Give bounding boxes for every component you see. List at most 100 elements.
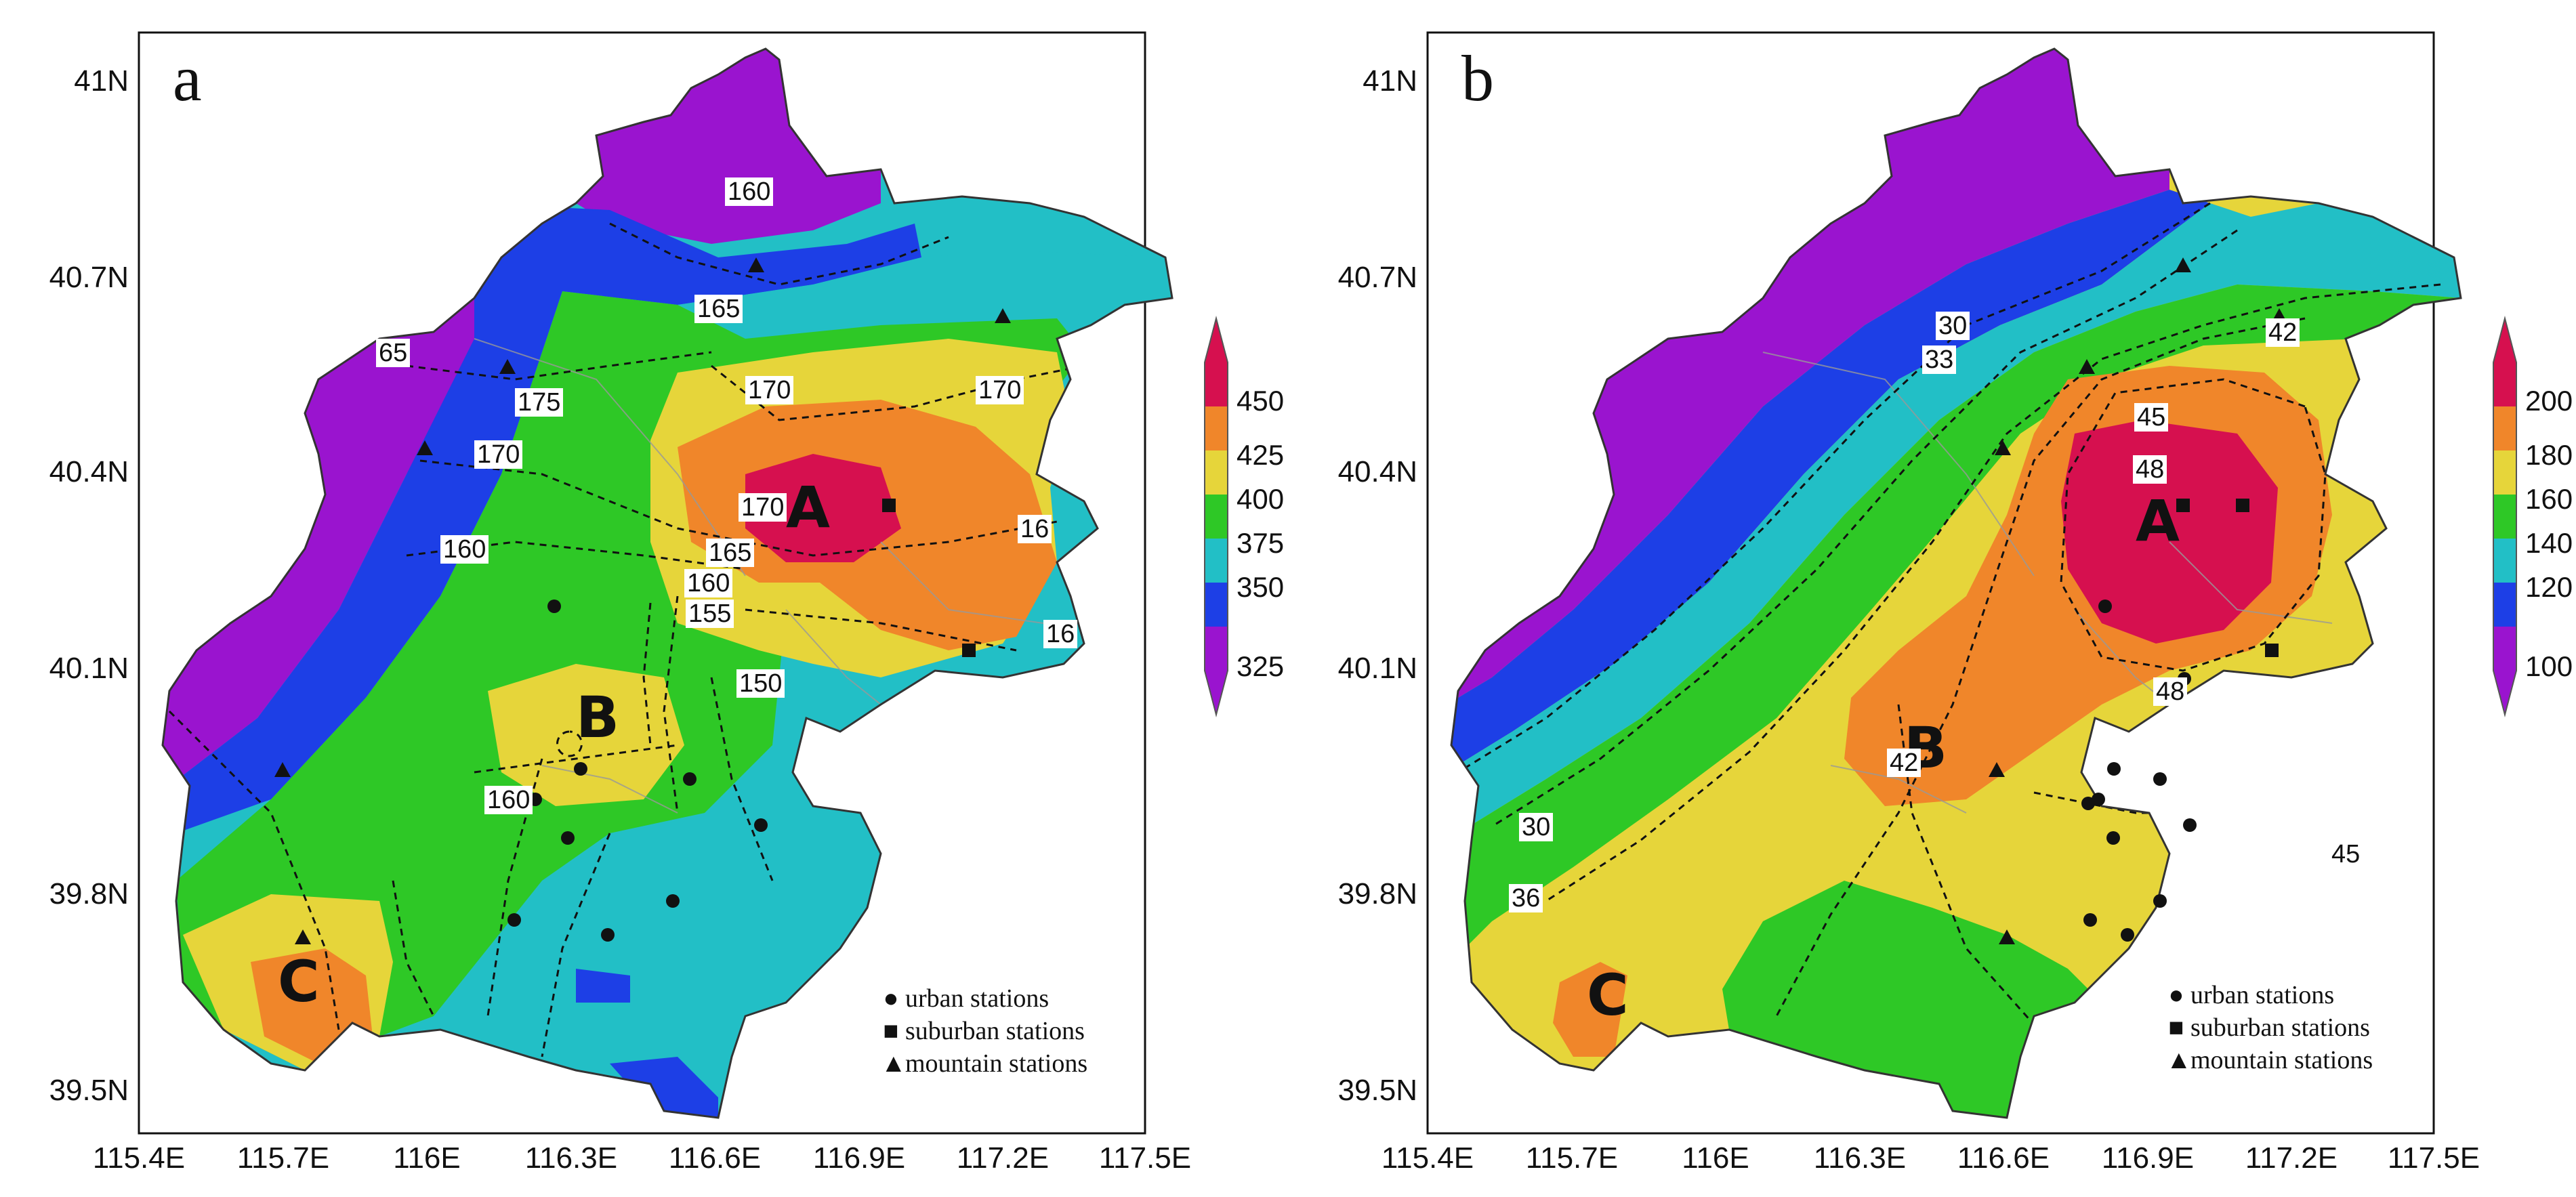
stations-b [1989,257,2287,944]
contour-label: 42 [1887,749,1921,777]
x-tick: 115.7E [236,1141,330,1175]
colorbar-label: 400 [1237,483,1285,515]
colorbar-label: 120 [2525,571,2573,603]
urban-station [2121,928,2134,942]
contour-label: 45 [2329,840,2363,868]
map-panel-b: 41N 40.7N 40.4N 40.1N 39.8N 39.5N 115.4E… [1289,0,2576,1197]
contour-label: 150 [736,669,785,698]
urban-station [2153,894,2167,908]
urban-legend-label: urban stations [2190,981,2335,1009]
y-tick-39-8n: 39.8N [1337,877,1417,910]
region-label-c: C [1587,962,1629,1028]
urban-station [2106,831,2120,845]
y-tick-39-8n: 39.8N [49,877,129,910]
y-tick-39-5n: 39.5N [49,1074,129,1107]
contour-label: 36 [1509,884,1543,912]
urban-station [2107,762,2121,776]
y-tick-39-5n: 39.5N [1337,1074,1417,1107]
contour-label: 48 [2133,455,2167,484]
mountain-legend-label: mountain stations [2190,1046,2373,1074]
urban-station [2098,600,2112,613]
colorbar-label: 350 [1237,571,1285,603]
urban-station [2183,818,2197,832]
contour-label: 155 [686,600,734,628]
urban-station [2092,793,2105,806]
suburban-legend-icon: ■ [2168,1013,2184,1042]
mountain-legend-icon: ▲ [881,1049,907,1078]
urban-station [507,913,521,927]
colorbar-label: 200 [2525,385,2573,417]
x-tick: 115.4E [1381,1141,1474,1175]
y-tick-40-4n: 40.4N [1337,455,1417,488]
suburban-station [2236,499,2249,512]
x-tick: 117.5E [2387,1141,2480,1175]
suburban-station [2265,644,2279,657]
mountain-station [1989,762,2005,777]
suburban-legend-label: suburban stations [2190,1013,2370,1042]
mountain-legend-icon: ▲ [2166,1046,2192,1074]
contour-label: 170 [739,493,787,522]
panel-letter: b [1461,42,1494,114]
urban-legend-icon: ● [2168,981,2184,1009]
x-tick: 116.9E [2101,1141,2195,1175]
contour-label: 160 [440,535,489,564]
mountain-station [2079,359,2095,374]
stations-a [274,257,1011,944]
region-label-a: A [2136,488,2180,554]
mountain-legend-label: mountain stations [905,1049,1088,1078]
region-label-a: A [786,474,831,541]
colorbar-b [2493,316,2517,717]
suburban-station [2176,499,2190,512]
station-legend-b: ● urban stations ■ suburban stations ▲ moun… [2166,979,2373,1076]
mountain-station [2175,257,2191,272]
colorbar-a [1204,316,1228,717]
contour-label: 160 [725,177,774,206]
contour-label: 30 [1519,813,1554,841]
urban-station [574,762,587,776]
plot-frame [138,31,1146,1135]
suburban-legend-icon: ■ [883,1017,899,1045]
mountain-station [499,359,516,374]
urban-station [2081,797,2095,810]
mountain-station [1999,929,2015,944]
contour-label: 170 [976,376,1024,404]
y-tick-40-7n: 40.7N [49,261,129,294]
x-tick: 116.6E [668,1141,762,1175]
x-tick: 115.4E [92,1141,186,1175]
contour-label: 16 [1043,620,1078,648]
urban-legend-icon: ● [883,984,899,1013]
contour-label: 65 [376,339,411,367]
suburban-station [962,644,976,657]
contour-label: 170 [474,440,523,469]
suburban-legend-label: suburban stations [905,1017,1085,1045]
colorbar-label: 325 [1237,650,1285,682]
y-tick-41n: 41N [1363,64,1417,98]
panel-letter: a [173,42,202,114]
mountain-station [274,762,291,777]
contour-label: 45 [2134,403,2169,432]
contour-label: 16 [1018,515,1052,543]
contour-label: 170 [745,376,794,404]
y-tick-40-1n: 40.1N [1337,652,1417,685]
urban-station [547,600,561,613]
colorbar-label: 180 [2525,439,2573,471]
mountain-station [748,257,764,272]
colorbar-label: 450 [1237,385,1285,417]
suburban-station [882,499,896,512]
urban-station [2083,913,2097,927]
colorbar-label: 140 [2525,527,2573,559]
urban-station [754,818,768,832]
y-tick-40-7n: 40.7N [1337,261,1417,294]
y-tick-40-4n: 40.4N [49,455,129,488]
contour-label: 160 [484,786,533,814]
colorbar-label: 160 [2525,483,2573,515]
region-label-b: B [576,684,620,751]
urban-station [561,831,575,845]
contour-label: 175 [515,388,564,417]
contour-label: 160 [684,569,733,597]
contour-label: 165 [706,539,755,567]
contour-label: 48 [2153,677,2188,706]
x-tick: 116.3E [524,1141,618,1175]
contour-label: 30 [1936,312,1970,340]
map-canvas-b [1426,31,2517,1135]
